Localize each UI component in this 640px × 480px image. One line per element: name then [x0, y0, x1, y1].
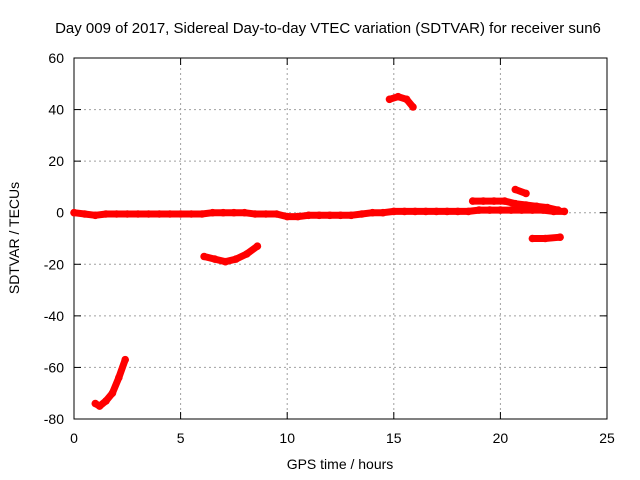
y-tick-label: -40 — [44, 308, 64, 324]
series-point-main — [411, 207, 419, 216]
series-point-main — [102, 210, 110, 218]
series-point-main — [347, 211, 356, 220]
x-tick-label: 5 — [177, 430, 185, 446]
series-point-arc-mid — [232, 255, 240, 263]
series-point-upper-band — [532, 202, 541, 211]
series-point-main — [304, 211, 313, 220]
series-point-main — [315, 211, 324, 220]
axis-ticks: 0 5 10 15 20 25 -80 -60 -40 -20 0 20 40 60 — [44, 50, 615, 446]
series-point-main — [262, 210, 270, 218]
series-line-arc-high — [386, 93, 417, 111]
series-point-arc-low — [108, 389, 117, 398]
y-tick-label: -60 — [44, 359, 64, 375]
y-tick-label: 60 — [48, 50, 64, 66]
series-point-main — [123, 210, 132, 218]
series-point-main — [176, 210, 185, 218]
y-axis-label: SDTVAR / TECUs — [6, 182, 22, 294]
series-point-main — [283, 212, 292, 221]
series-point-main — [112, 210, 121, 218]
series-point-upper-band — [468, 197, 477, 205]
series-point-segment-21h — [522, 189, 530, 198]
series-point-arc-low — [102, 397, 110, 405]
series-point-arc-mid — [221, 257, 230, 266]
series-point-main — [134, 210, 142, 218]
series-point-main — [219, 208, 227, 217]
series-point-main — [400, 207, 409, 216]
series-point-main — [80, 210, 89, 218]
series-point-main — [464, 207, 473, 216]
series-point-upper-band — [522, 201, 530, 209]
series-point-main — [368, 208, 377, 217]
series-point-main — [144, 210, 153, 218]
series-point-main — [91, 211, 100, 220]
chart-title: Day 009 of 2017, Sidereal Day-to-day VTE… — [55, 20, 601, 37]
series-point-upper-band — [543, 203, 552, 212]
series-point-main — [272, 210, 281, 218]
series-point-arc-high — [385, 95, 394, 104]
series-point-main — [251, 210, 259, 218]
series-point-main — [432, 207, 441, 216]
series-point-segment-22h — [528, 234, 537, 243]
series-point-upper-band — [500, 197, 509, 205]
series-point-main — [507, 206, 515, 214]
series-point-main — [166, 210, 174, 218]
series-point-arc-mid — [210, 255, 219, 263]
series-point-arc-low — [121, 355, 129, 364]
series-point-arc-high — [394, 92, 402, 101]
series-point-main — [187, 210, 196, 218]
series-point-main — [475, 206, 483, 214]
series-point-main — [326, 211, 334, 220]
series-point-main — [240, 208, 249, 217]
x-tick-label: 15 — [386, 430, 402, 446]
series-point-main — [422, 207, 430, 216]
plot-frame — [73, 57, 608, 420]
series-point-arc-mid — [200, 252, 208, 261]
x-tick-label: 10 — [279, 430, 295, 446]
series-point-main — [70, 208, 78, 217]
series-point-main — [454, 207, 462, 216]
series-point-upper-band — [511, 199, 520, 208]
series-point-main — [496, 206, 505, 214]
y-tick-label: -80 — [44, 411, 64, 427]
series-point-main — [358, 210, 366, 218]
series-point-main — [390, 207, 398, 216]
series-point-segment-21h — [511, 185, 520, 194]
y-tick-label: 0 — [56, 205, 64, 221]
series-point-upper-band — [490, 197, 498, 205]
series-point-segment-22h — [556, 233, 564, 241]
series-point-main — [208, 208, 217, 217]
series-point-upper-band — [554, 206, 562, 214]
y-tick-label: 20 — [48, 153, 64, 169]
series-point-arc-low — [95, 402, 104, 410]
x-tick-label: 20 — [493, 430, 509, 446]
series-point-arc-mid — [242, 250, 251, 258]
series-point-main — [560, 207, 569, 216]
series-point-main — [485, 206, 494, 214]
y-tick-label: 40 — [48, 102, 64, 118]
series-point-main — [379, 208, 387, 217]
series-point-main — [230, 208, 238, 217]
series-point-main — [336, 211, 345, 220]
x-tick-label: 25 — [599, 430, 615, 446]
x-axis-label: GPS time / hours — [287, 456, 394, 472]
y-tick-label: -20 — [44, 256, 64, 272]
series-point-arc-high — [409, 103, 417, 111]
series-point-arc-low — [115, 373, 123, 382]
series-point-main — [294, 212, 302, 221]
series-point-main — [443, 207, 451, 216]
series-point-arc-high — [402, 95, 411, 104]
series-point-main — [198, 210, 206, 218]
series-point-arc-mid — [253, 242, 262, 250]
data-series — [70, 92, 569, 410]
series-point-upper-band — [479, 197, 488, 205]
series-point-segment-22h — [541, 234, 549, 243]
series-point-main — [155, 210, 164, 218]
x-tick-label: 0 — [70, 430, 78, 446]
